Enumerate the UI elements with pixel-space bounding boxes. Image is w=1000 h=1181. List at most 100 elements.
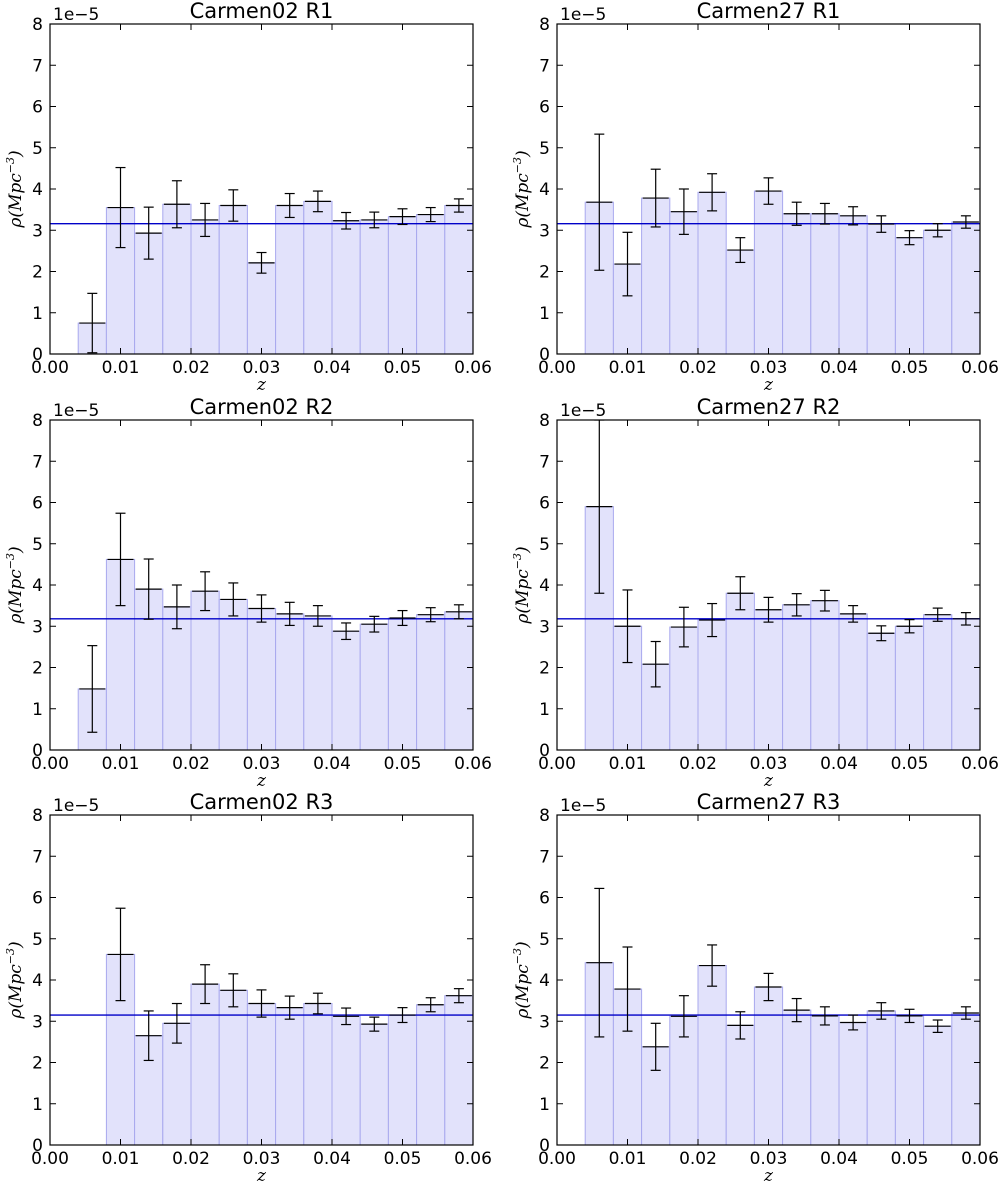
histogram-bar <box>190 983 220 1145</box>
y-tick-label: 0 <box>32 1136 43 1156</box>
errorbar <box>811 589 838 612</box>
y-tick-label: 1 <box>32 1095 43 1115</box>
errorbar <box>755 972 782 1002</box>
y-tick-label: 1 <box>539 1095 550 1115</box>
errorbar <box>304 992 331 1015</box>
histogram-bar <box>387 617 418 750</box>
y-tick-label: 6 <box>32 889 43 909</box>
errorbar <box>445 988 472 1004</box>
x-axis-label: z <box>256 1166 267 1181</box>
histogram-bar <box>190 219 220 354</box>
y-tick-label: 2 <box>539 1054 550 1074</box>
x-tick-label: 0.04 <box>313 358 351 378</box>
y-tick-label: 7 <box>539 847 550 867</box>
x-axis-label: z <box>256 771 267 791</box>
plot-area <box>557 133 980 354</box>
errorbar <box>727 576 754 611</box>
errorbar <box>952 612 979 626</box>
y-tick-label: 5 <box>539 930 550 950</box>
y-tick-label: 8 <box>539 411 550 431</box>
x-tick-label: 0.00 <box>538 358 576 378</box>
histogram-bar <box>218 598 248 750</box>
x-tick-label: 0.04 <box>313 754 351 774</box>
x-tick-label: 0.01 <box>102 358 140 378</box>
errorbar <box>417 206 444 223</box>
x-tick-label: 0.02 <box>172 1149 210 1169</box>
y-tick-label: 5 <box>32 535 43 555</box>
errorbar <box>952 215 979 229</box>
errorbar <box>135 206 162 260</box>
y-offset-label: 1e−5 <box>560 796 606 816</box>
histogram-bar <box>387 1014 418 1145</box>
histogram-bar <box>838 215 868 354</box>
panel-title: Carmen27 R2 <box>697 395 841 419</box>
errorbar <box>417 607 444 623</box>
errorbar <box>755 177 782 205</box>
histogram-bar <box>838 613 868 750</box>
errorbar <box>699 944 726 987</box>
histogram-bar <box>444 205 473 354</box>
errorbar <box>361 615 388 633</box>
errorbar <box>135 1010 162 1062</box>
histogram-bar <box>246 1003 277 1145</box>
errorbar <box>840 206 867 226</box>
histogram-bar <box>416 614 446 750</box>
histogram-bar <box>951 221 980 354</box>
errorbar <box>276 601 303 627</box>
histogram-bar <box>444 995 473 1145</box>
x-tick-label: 0.00 <box>538 754 576 774</box>
errorbar <box>755 596 782 623</box>
x-tick-label: 0.06 <box>454 358 492 378</box>
panel-title: Carmen27 R3 <box>697 790 841 814</box>
errorbar <box>924 607 951 622</box>
errorbar <box>333 622 360 641</box>
y-tick-label: 3 <box>32 617 43 637</box>
y-tick-label: 0 <box>32 741 43 761</box>
errorbar <box>389 609 416 627</box>
errorbar <box>670 606 697 648</box>
y-tick-label: 2 <box>539 659 550 679</box>
histogram-bar <box>697 965 727 1145</box>
errorbar <box>811 202 838 225</box>
errorbar <box>699 173 726 212</box>
panel-1: 0.00 0.01 0.02 0.03 0.04 0.05 0.06 0 1 2 3 4 5 6 7 8 Car… <box>4 0 492 395</box>
errorbar <box>924 223 951 238</box>
y-tick-label: 5 <box>539 139 550 159</box>
x-tick-label: 0.01 <box>609 358 647 378</box>
y-tick-label: 0 <box>539 741 550 761</box>
x-tick-label: 0.06 <box>961 754 999 774</box>
errorbar <box>304 605 331 627</box>
y-tick-label: 5 <box>539 535 550 555</box>
histogram-bar <box>697 191 727 354</box>
y-axis-label: ρ(Mpc−3) <box>511 546 533 624</box>
plot-area <box>557 887 980 1145</box>
errorbar <box>727 237 754 264</box>
panel-4: 0.00 0.01 0.02 0.03 0.04 0.05 0.06 0 1 2 3 4 5 6 7 8 Car… <box>511 395 999 791</box>
panel-title: Carmen27 R1 <box>697 0 841 23</box>
x-tick-label: 0.05 <box>891 358 929 378</box>
errorbar <box>107 512 134 607</box>
x-tick-label: 0.03 <box>750 754 788 774</box>
plot-area <box>50 512 473 750</box>
histogram-bar <box>753 190 784 354</box>
y-axis-label: ρ(Mpc−3) <box>4 941 26 1019</box>
y-tick-label: 5 <box>32 930 43 950</box>
errorbar <box>163 180 190 229</box>
plot-area <box>557 420 980 750</box>
histogram-bar <box>669 626 699 750</box>
errorbar <box>192 964 219 1005</box>
y-tick-label: 8 <box>539 806 550 826</box>
errorbar <box>79 645 106 733</box>
y-tick-label: 6 <box>539 494 550 514</box>
panel-title: Carmen02 R2 <box>190 395 334 419</box>
x-tick-label: 0.05 <box>891 754 929 774</box>
histogram-bar <box>331 220 361 354</box>
x-tick-label: 0.03 <box>750 1149 788 1169</box>
histogram-bar <box>866 1010 896 1145</box>
histogram-bar <box>782 604 812 750</box>
errorbar <box>417 997 444 1013</box>
errorbar <box>220 973 247 1008</box>
errorbar <box>389 1007 416 1024</box>
errorbar <box>586 887 613 1038</box>
errorbar <box>952 1006 979 1020</box>
